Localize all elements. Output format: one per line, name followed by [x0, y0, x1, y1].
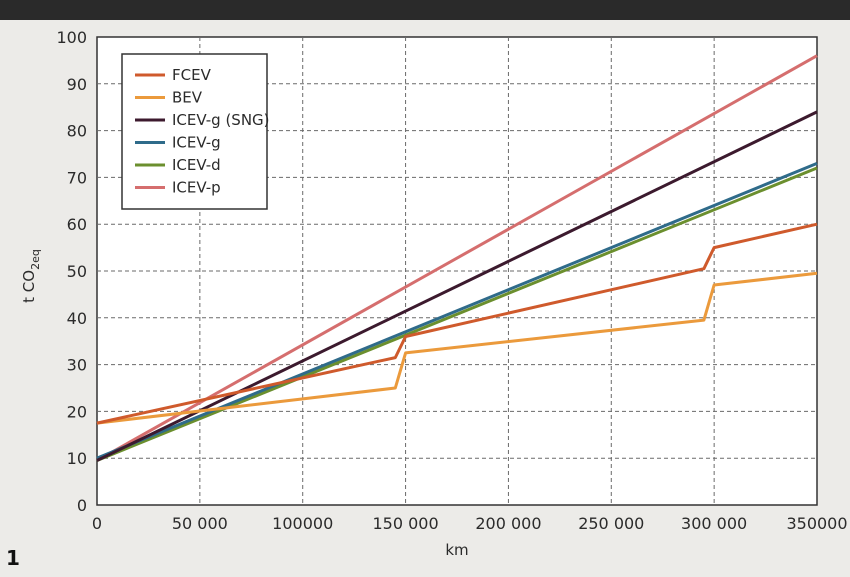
- legend-label: ICEV-d: [172, 156, 221, 174]
- x-tick-label: 100000: [272, 514, 333, 533]
- x-tick-label: 150 000: [372, 514, 438, 533]
- y-tick-label: 70: [67, 168, 87, 187]
- series-line-icev-g-sng: [96, 110, 818, 462]
- y-axis-title-main: t CO: [20, 270, 38, 303]
- y-tick-label: 100: [56, 28, 87, 47]
- x-tick-label: 50 000: [172, 514, 228, 533]
- y-axis-title-subscript: 2eq: [29, 249, 42, 270]
- legend-box: [121, 53, 268, 210]
- y-tick-label: 90: [67, 75, 87, 94]
- legend-label: BEV: [172, 89, 203, 107]
- legend: FCEV BEV ICEV-g (SNG) ICEV-g ICEV-d ICEV-p: [121, 53, 270, 210]
- x-tick-label: 250 000: [578, 514, 644, 533]
- y-tick-label: 20: [67, 402, 87, 421]
- top-dark-band: [0, 0, 850, 20]
- y-axis-title: t CO2eq: [20, 249, 42, 303]
- legend-label: ICEV-g (SNG): [172, 111, 270, 129]
- y-tick-label: 80: [67, 122, 87, 141]
- figure-number: 1: [6, 546, 20, 570]
- x-tick-label: 350000: [786, 514, 847, 533]
- x-tick-label: 200 000: [475, 514, 541, 533]
- x-tick-label: 300 000: [681, 514, 747, 533]
- y-tick-label: 10: [67, 449, 87, 468]
- y-tick-label: 0: [77, 496, 87, 515]
- series-line-fcev: [96, 222, 818, 425]
- legend-label: ICEV-g: [172, 134, 221, 152]
- legend-label: FCEV: [172, 66, 212, 84]
- x-tick-labels: 0 50 000 100000 150 000 200 000 250 000 300 00…: [92, 514, 848, 533]
- series-lines: [96, 54, 818, 462]
- y-tick-label: 60: [67, 215, 87, 234]
- x-tick-label: 0: [92, 514, 102, 533]
- y-tick-labels: 0 10 20 30 40 50 60 70 80 90 100: [56, 28, 87, 515]
- y-tick-label: 40: [67, 309, 87, 328]
- series-line-icev-d: [96, 166, 818, 462]
- y-tick-label: 30: [67, 356, 87, 375]
- series-line-bev: [96, 271, 818, 425]
- y-tick-label: 50: [67, 262, 87, 281]
- x-axis-title: km: [445, 541, 468, 559]
- series-line-icev-p: [96, 54, 818, 462]
- legend-label: ICEV-p: [172, 179, 221, 197]
